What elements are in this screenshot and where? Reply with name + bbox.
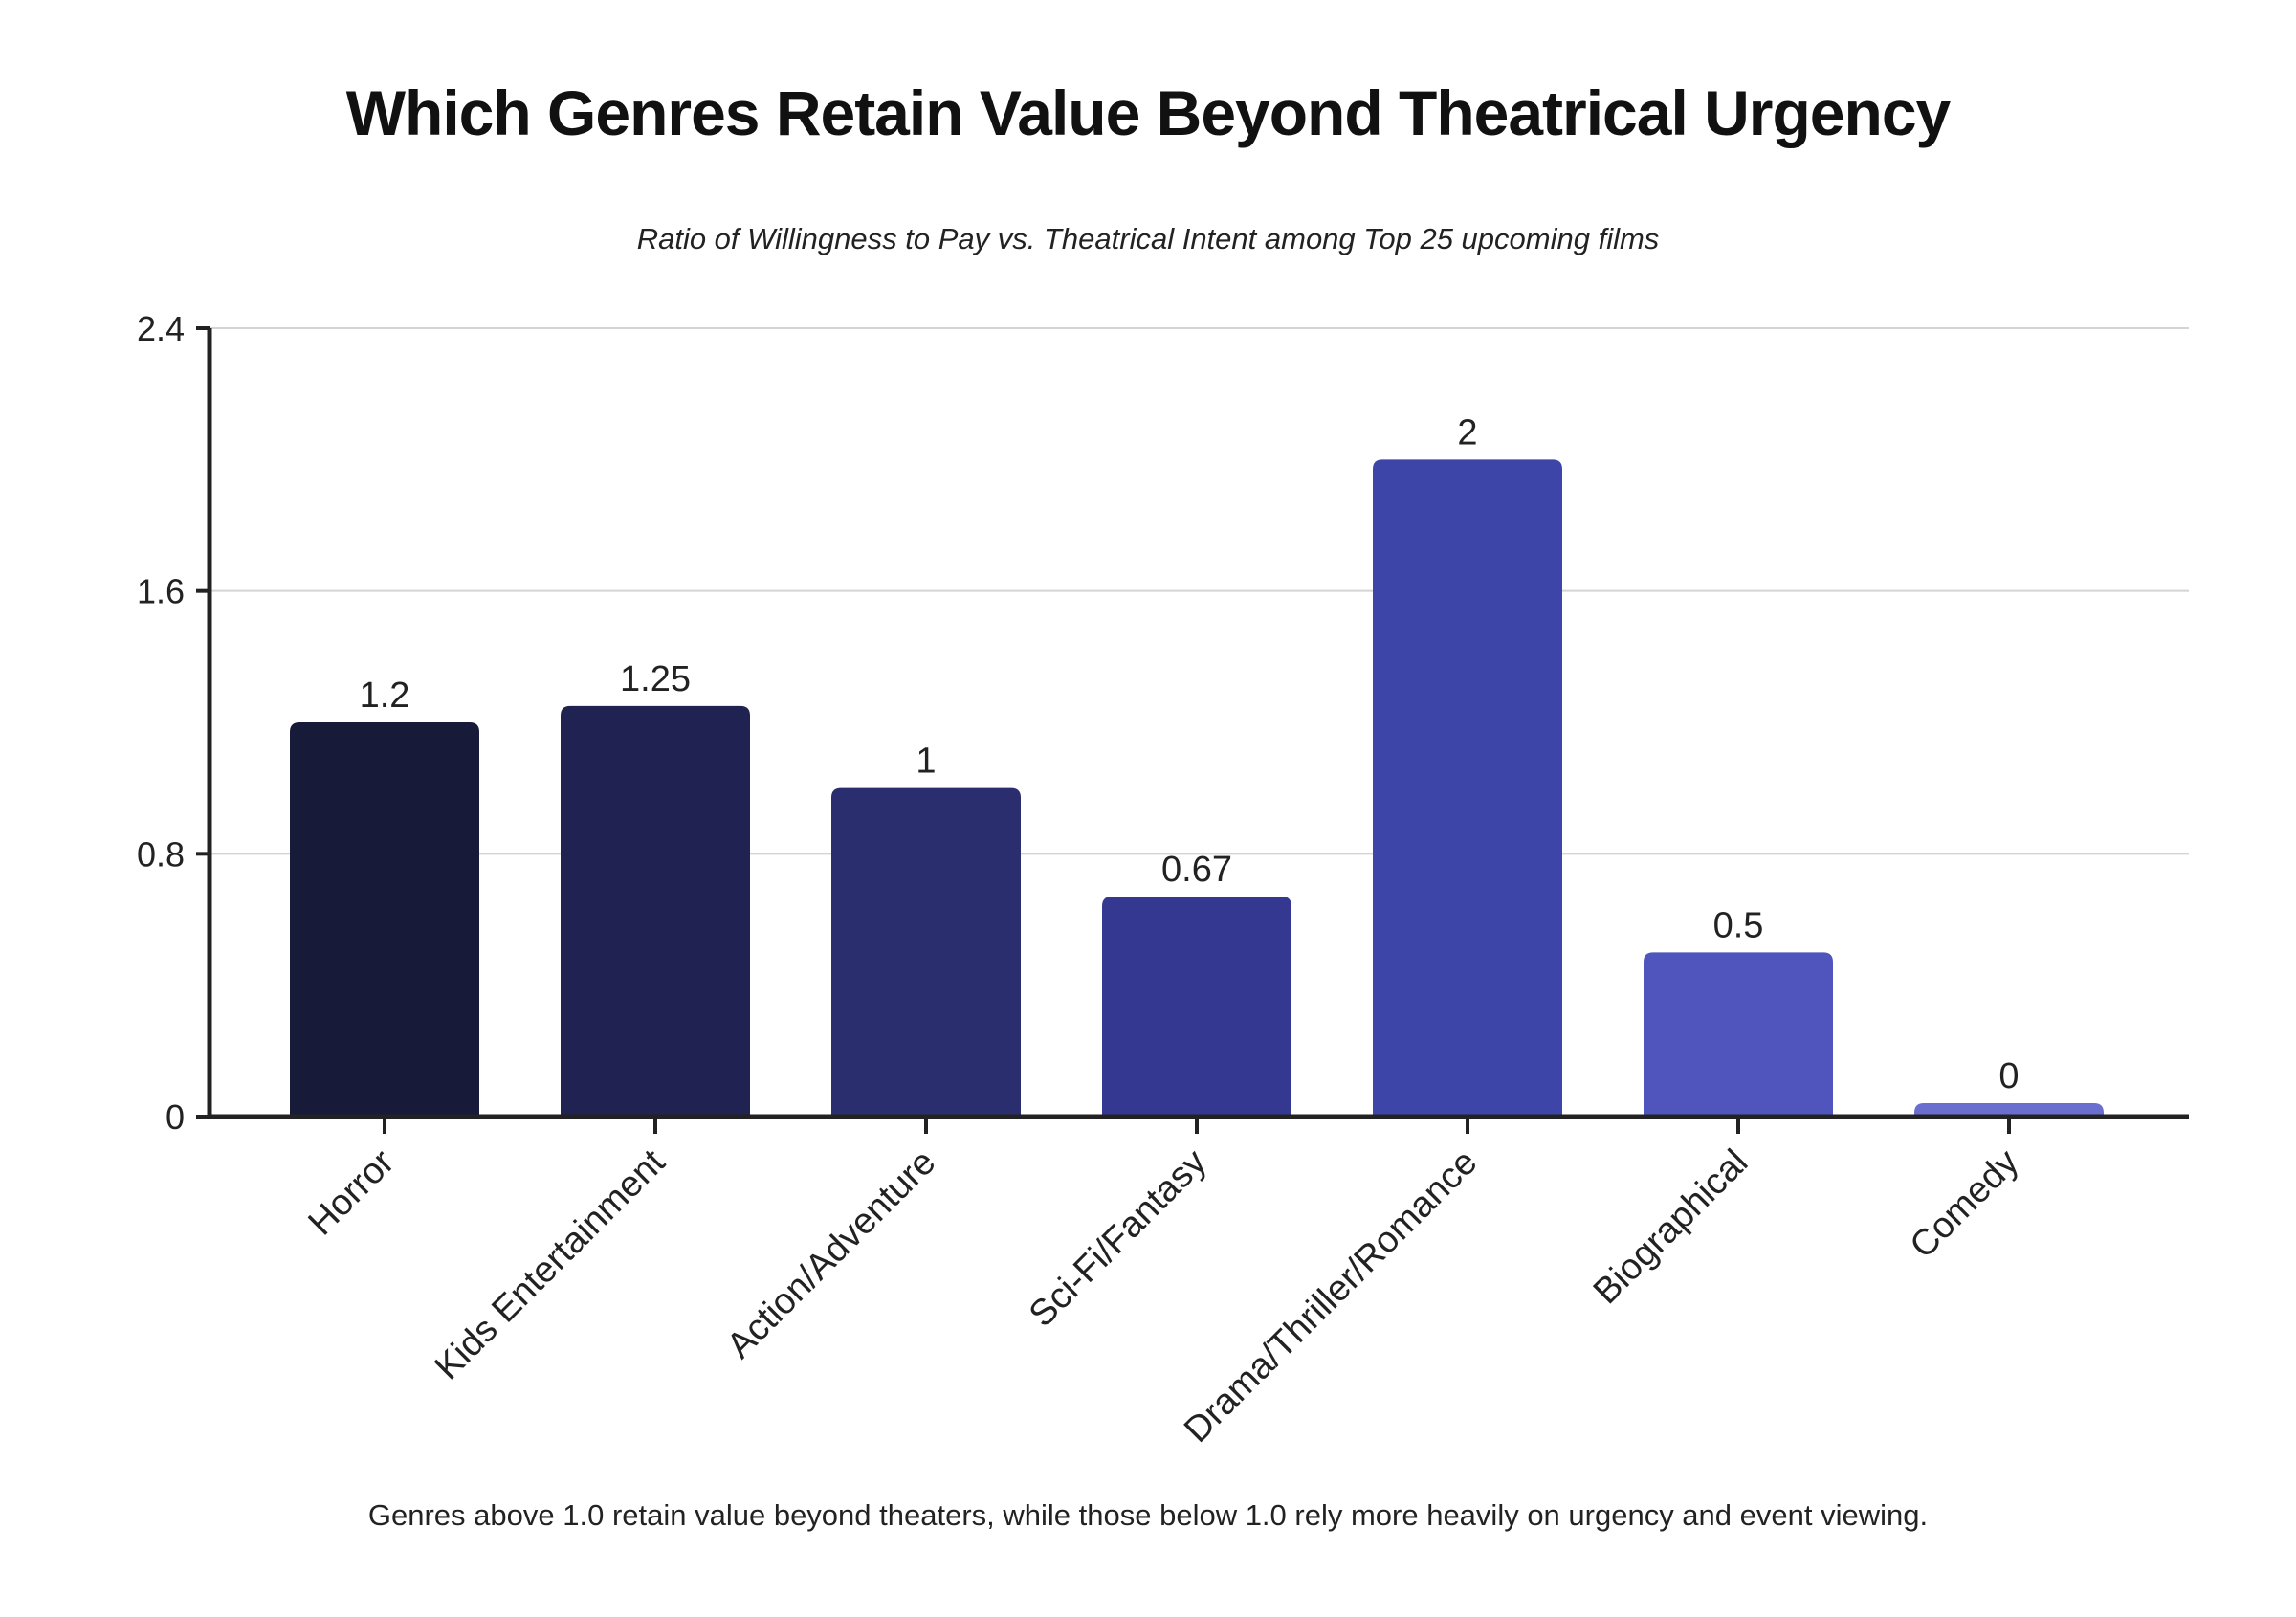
- chart-footnote: Genres above 1.0 retain value beyond the…: [367, 1498, 1929, 1532]
- bar-action-adventure: [831, 787, 1021, 1117]
- bars: [290, 459, 2104, 1117]
- data-label: 1.25: [620, 659, 691, 699]
- data-label: 1.2: [360, 676, 410, 716]
- gridlines: [210, 327, 2189, 855]
- x-tick-label: Kids Entertainment: [428, 1141, 673, 1387]
- x-tick-label: Horror: [301, 1141, 403, 1243]
- bar-sci-fi-fantasy: [1102, 896, 1292, 1117]
- data-label: 1: [916, 742, 936, 782]
- data-label: 2: [1457, 412, 1477, 453]
- bar-biographical: [1644, 952, 1833, 1117]
- x-tick-label: Biographical: [1586, 1142, 1756, 1313]
- y-tick-label: 0.8: [137, 834, 185, 874]
- x-tick-label: Sci-Fi/Fantasy: [1022, 1142, 1214, 1335]
- x-tick-label: Drama/Thriller/Romance: [1177, 1142, 1485, 1451]
- y-tick-label: 1.6: [137, 572, 185, 611]
- data-label: 0.67: [1161, 850, 1232, 890]
- chart-subtitle: Ratio of Willingness to Pay vs. Theatric…: [636, 222, 1660, 255]
- data-label: 0.5: [1713, 905, 1764, 945]
- bar-comedy: [1914, 1103, 2104, 1117]
- chart-title: Which Genres Retain Value Beyond Theatri…: [345, 78, 1952, 148]
- data-label: 0: [1998, 1056, 2019, 1096]
- bar-horror: [290, 722, 479, 1117]
- y-tick-label: 0: [166, 1097, 185, 1137]
- x-tick-label: Comedy: [1903, 1142, 2027, 1267]
- bar-drama-thriller-romance: [1373, 459, 1562, 1117]
- bar-kids-entertainment: [561, 705, 750, 1117]
- axes: [196, 326, 2189, 1134]
- y-tick-label: 2.4: [137, 309, 185, 348]
- x-tick-label: Action/Adventure: [719, 1142, 943, 1366]
